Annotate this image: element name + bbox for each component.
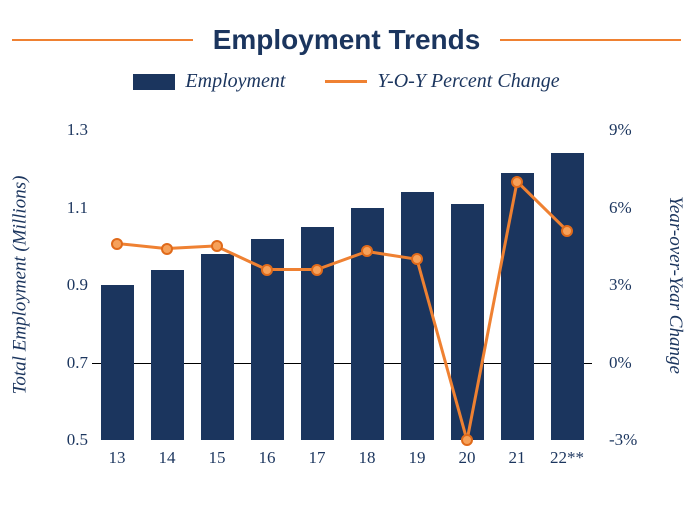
line-segment [117,242,167,250]
legend-item-yoy: Y-O-Y Percent Change [325,70,559,93]
line-marker [261,264,273,276]
legend: Employment Y-O-Y Percent Change [0,70,693,93]
y-tick-right: 0% [609,353,655,373]
bar [201,254,234,440]
line-marker [361,245,373,257]
x-tick-label: 13 [109,448,126,468]
y-axis-right-label: Year-over-Year Change [665,130,685,440]
x-tick-label: 17 [309,448,326,468]
line-marker [161,243,173,255]
bar [351,208,384,441]
line-marker [561,225,573,237]
chart-title: Employment Trends [205,24,489,56]
x-tick-label: 21 [509,448,526,468]
legend-swatch-line [325,80,367,83]
bar [501,173,534,440]
x-tick-label: 19 [409,448,426,468]
line-segment [267,268,317,271]
legend-item-employment: Employment [133,70,285,93]
y-tick-left: 0.7 [42,353,88,373]
legend-label-employment: Employment [185,70,285,93]
x-tick-label: 16 [259,448,276,468]
y-axis-right-label-text: Year-over-Year Change [664,196,686,374]
y-tick-right: -3% [609,430,655,450]
legend-label-yoy: Y-O-Y Percent Change [377,70,559,93]
y-tick-left: 0.9 [42,275,88,295]
y-axis-left-label-text: Total Employment (Millions) [9,176,31,395]
title-rule-right [500,39,681,41]
line-marker [511,176,523,188]
x-tick-label: 20 [459,448,476,468]
x-tick-label: 14 [159,448,176,468]
x-tick-label: 15 [209,448,226,468]
line-segment [167,245,217,251]
bar [551,153,584,440]
bar [151,270,184,441]
y-tick-right: 9% [609,120,655,140]
bar [101,285,134,440]
x-tick-label: 22** [550,448,584,468]
line-marker [461,434,473,446]
line-marker [211,240,223,252]
y-axis-left-ticks: 0.50.70.91.11.3 [42,130,88,440]
y-tick-left: 0.5 [42,430,88,450]
line-marker [111,238,123,250]
bar [301,227,334,440]
y-tick-right: 6% [609,198,655,218]
y-tick-left: 1.1 [42,198,88,218]
x-tick-label: 18 [359,448,376,468]
line-marker [311,264,323,276]
line-marker [411,253,423,265]
y-axis-left-label: Total Employment (Millions) [10,130,30,440]
y-axis-right-ticks: -3%0%3%6%9% [609,130,655,440]
bar [401,192,434,440]
y-tick-right: 3% [609,275,655,295]
title-rule-left [12,39,193,41]
plot-area [92,130,592,440]
y-tick-left: 1.3 [42,120,88,140]
x-axis-labels: 13 14 15 16 17 18 19 20 21 22** [92,448,592,472]
legend-swatch-bar [133,74,175,90]
